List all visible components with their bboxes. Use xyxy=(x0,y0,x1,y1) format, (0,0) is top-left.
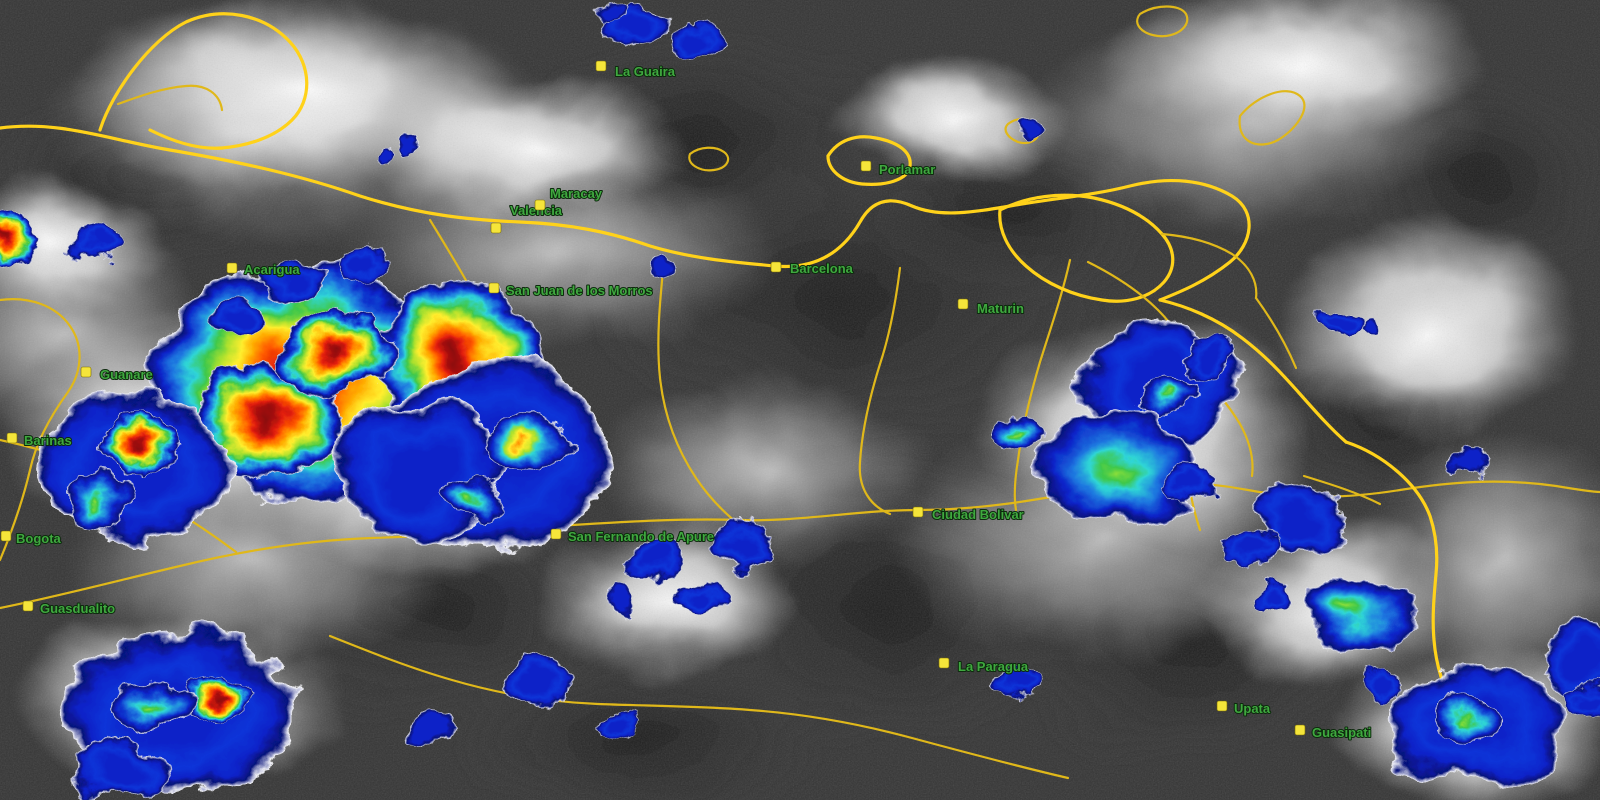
city-marker[interactable]: La Guaira xyxy=(595,60,677,80)
city-label: Maturin xyxy=(977,301,1024,316)
storm-cell-se-bolivar-extra xyxy=(1224,528,1408,700)
city-marker[interactable]: Porlamar xyxy=(860,160,936,178)
city-dot-icon xyxy=(1216,700,1228,712)
city-marker[interactable]: Maracay xyxy=(534,185,604,211)
storm-cell-se-bolivar xyxy=(1252,486,1408,652)
city-marker[interactable]: Upata xyxy=(1216,700,1272,717)
storm-cell-bolivar-north-satellite xyxy=(990,307,1486,504)
city-dot-icon xyxy=(80,366,92,378)
storm-speck-group-northwest xyxy=(214,119,1042,338)
city-marker[interactable]: Maturin xyxy=(957,298,1025,317)
city-label: Guasdualito xyxy=(40,601,115,616)
city-dot-icon xyxy=(0,530,12,542)
city-label: Upata xyxy=(1234,701,1271,716)
city-dot-icon xyxy=(488,282,500,294)
city-dot-icon xyxy=(490,222,502,234)
city-dot-icon xyxy=(534,199,546,211)
storm-cell-delta-core xyxy=(1136,338,1238,412)
city-label: La Paragua xyxy=(958,659,1029,674)
storm-cell-andes-south-core xyxy=(70,676,248,800)
city-label: Maracay xyxy=(550,186,603,201)
city-dot-icon xyxy=(860,160,872,172)
city-label: San Fernando de Apure xyxy=(568,529,714,544)
city-dot-icon xyxy=(770,261,782,273)
city-marker[interactable]: Bogota xyxy=(0,530,63,547)
city-dot-icon xyxy=(550,528,562,540)
city-marker[interactable]: Guasipati xyxy=(1294,724,1372,741)
city-label: Porlamar xyxy=(879,162,935,177)
storm-cell-llanos-green-core xyxy=(440,413,571,518)
storm-cell-portuguesa-core xyxy=(66,415,180,526)
city-marker[interactable]: San Fernando de Apure xyxy=(550,528,715,545)
city-label: Bogota xyxy=(16,531,62,546)
city-label: Valencia xyxy=(510,203,563,218)
city-label: La Guaira xyxy=(615,64,676,79)
city-marker[interactable]: Ciudad Bolivar xyxy=(912,506,1025,523)
storm-cell-far-east-core xyxy=(1432,682,1600,738)
storm-speck-group-central-south xyxy=(408,524,1046,746)
storm-cell-far-west-edge xyxy=(0,208,118,264)
city-marker[interactable]: San Juan de los Morros xyxy=(488,282,654,299)
city-dot-icon xyxy=(1294,724,1306,736)
city-marker[interactable]: La Paragua xyxy=(938,657,1030,675)
city-dot-icon xyxy=(22,600,34,612)
city-marker[interactable]: Barinas xyxy=(6,432,73,449)
city-label: San Juan de los Morros xyxy=(506,283,653,298)
city-dot-icon xyxy=(226,262,238,274)
city-marker[interactable]: Barcelona xyxy=(770,260,855,277)
city-label: Barinas xyxy=(24,433,72,448)
city-label: Guasipati xyxy=(1312,725,1371,740)
city-dot-icon xyxy=(957,298,969,310)
city-marker[interactable]: Acarigua xyxy=(226,261,301,278)
storm-speck-group-caribbean xyxy=(594,1,718,56)
city-dot-icon xyxy=(6,432,18,444)
city-label: Ciudad Bolivar xyxy=(932,507,1024,522)
city-label: Barcelona xyxy=(790,261,854,276)
country-borders xyxy=(0,5,1600,782)
storm-cell-apure-core-extra xyxy=(194,308,392,478)
cities-group: La Guaira Porlamar Barcelona Maturin Ciudad … xyxy=(0,60,1372,741)
city-marker[interactable]: Guasdualito xyxy=(22,600,116,617)
city-marker[interactable]: Guanare xyxy=(80,366,154,383)
city-dot-icon xyxy=(938,657,950,669)
storm-cell-bolivar-north xyxy=(1036,414,1200,526)
city-marker[interactable]: Valencia xyxy=(490,202,564,234)
city-dot-icon xyxy=(595,60,607,72)
city-label: Guanare xyxy=(100,367,153,382)
city-dot-icon xyxy=(912,506,924,518)
city-label: Acarigua xyxy=(244,262,300,277)
